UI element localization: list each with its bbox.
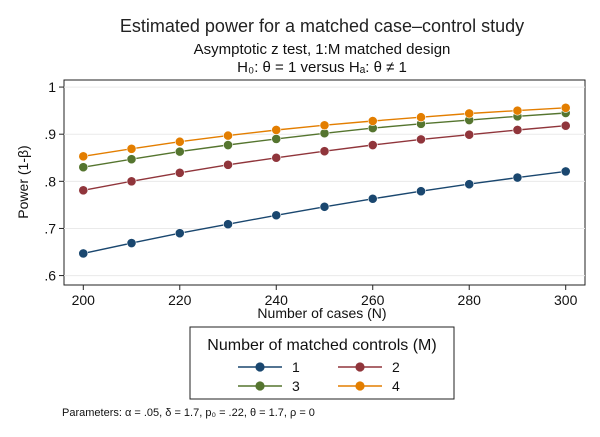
data-point xyxy=(416,112,426,123)
legend: Number of matched controls (M) 1 2 3 4 xyxy=(189,326,455,400)
data-point xyxy=(464,129,475,140)
legend-label: 4 xyxy=(392,378,400,394)
data-point xyxy=(271,210,282,221)
y-axis-label: Power (1-β) xyxy=(15,145,31,218)
x-tick-label: 200 xyxy=(72,292,96,308)
data-point xyxy=(223,159,233,170)
data-point xyxy=(78,185,89,196)
data-point xyxy=(512,125,523,135)
data-point xyxy=(464,108,475,119)
data-point xyxy=(367,193,378,204)
legend-item-3: 3 xyxy=(238,378,300,394)
x-tick-label: 260 xyxy=(361,292,385,308)
x-tick-label: 300 xyxy=(554,292,578,308)
series-2 xyxy=(78,120,571,196)
data-point xyxy=(126,154,137,165)
data-point xyxy=(174,136,185,147)
y-tick-label: .6 xyxy=(44,268,56,284)
data-point xyxy=(512,105,523,116)
x-tick-label: 240 xyxy=(265,292,289,308)
data-point xyxy=(560,102,571,113)
grid-lines xyxy=(64,86,585,277)
data-point xyxy=(271,134,282,144)
y-tick-label: .9 xyxy=(44,126,56,142)
data-point xyxy=(126,238,137,248)
legend-item-2: 2 xyxy=(338,359,400,375)
x-tick-label: 280 xyxy=(458,292,482,308)
series-4 xyxy=(78,102,571,162)
data-point xyxy=(367,116,378,126)
data-point xyxy=(174,167,185,178)
data-point xyxy=(78,162,89,173)
data-point xyxy=(464,179,475,190)
legend-label: 1 xyxy=(292,359,300,375)
legend-swatch-marker xyxy=(255,362,265,372)
data-point xyxy=(271,125,282,135)
chart-title: Estimated power for a matched case–contr… xyxy=(120,16,524,36)
data-point xyxy=(416,134,426,145)
y-tick-label: .8 xyxy=(44,173,56,189)
data-point xyxy=(223,219,233,230)
data-point xyxy=(560,120,571,131)
data-point xyxy=(512,172,523,183)
data-point xyxy=(367,140,378,150)
data-point xyxy=(78,151,89,162)
data-point xyxy=(174,146,185,157)
chart-hypothesis: H₀: θ = 1 versus Hₐ: θ ≠ 1 xyxy=(237,59,407,76)
x-axis-ticks: 200 220 240 260 280 300 xyxy=(72,285,578,308)
data-point xyxy=(126,143,137,154)
chart-subtitle: Asymptotic z test, 1:M matched design xyxy=(194,41,451,58)
legend-item-4: 4 xyxy=(338,378,400,394)
series-layer xyxy=(78,102,571,259)
parameters-note: Parameters: α = .05, δ = 1.7, p₀ = .22, … xyxy=(62,407,315,419)
legend-swatch-marker xyxy=(355,362,365,372)
data-point xyxy=(319,146,330,157)
data-point xyxy=(319,120,330,131)
x-tick-label: 220 xyxy=(168,292,192,308)
legend-item-1: 1 xyxy=(238,359,300,375)
legend-label: 3 xyxy=(292,378,300,394)
legend-title: Number of matched controls (M) xyxy=(207,337,436,354)
data-point xyxy=(223,140,233,150)
legend-swatch-marker xyxy=(255,381,265,391)
data-point xyxy=(223,130,233,141)
series-1 xyxy=(78,166,571,259)
plot-area: .6 .7 .8 .9 1 200 220 240 260 280 300 xyxy=(44,79,586,308)
legend-swatch-marker xyxy=(355,381,365,391)
legend-box xyxy=(189,326,455,400)
data-point xyxy=(174,228,185,239)
data-point xyxy=(271,152,282,163)
y-tick-label: .7 xyxy=(44,220,56,236)
y-axis-ticks: .6 .7 .8 .9 1 xyxy=(44,79,64,284)
data-point xyxy=(319,201,330,212)
data-point xyxy=(416,186,426,197)
data-point xyxy=(78,248,89,259)
data-point xyxy=(126,176,137,187)
data-point xyxy=(560,166,571,177)
x-axis-label: Number of cases (N) xyxy=(257,305,386,321)
legend-label: 2 xyxy=(392,359,400,375)
legend-items: 1 2 3 4 xyxy=(238,359,400,394)
y-tick-label: 1 xyxy=(48,79,56,95)
plot-frame xyxy=(63,79,586,286)
